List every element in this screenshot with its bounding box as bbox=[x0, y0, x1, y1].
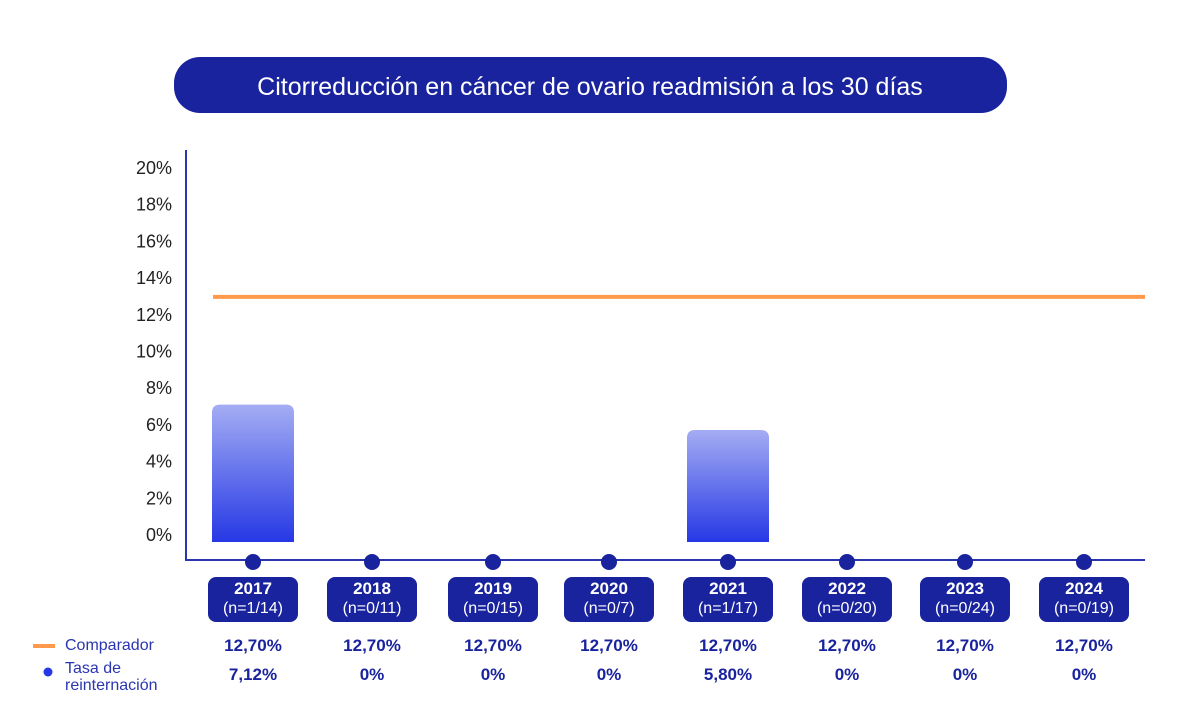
category-year: 2018 bbox=[353, 579, 391, 598]
comparator-value: 12,70% bbox=[343, 636, 401, 655]
rate-value: 0% bbox=[597, 665, 622, 684]
rate-value: 7,12% bbox=[229, 665, 277, 684]
comparator-value: 12,70% bbox=[464, 636, 522, 655]
y-tick-label: 6% bbox=[146, 415, 172, 435]
category-n: (n=1/17) bbox=[698, 600, 758, 617]
category-n: (n=0/11) bbox=[343, 600, 402, 617]
y-tick-label: 20% bbox=[136, 158, 172, 178]
legend-tasa-line1: Tasa de bbox=[65, 660, 121, 677]
rate-value: 0% bbox=[481, 665, 506, 684]
category-pill bbox=[683, 577, 773, 622]
category-n: (n=0/15) bbox=[463, 600, 523, 617]
x-marker-dot bbox=[601, 554, 617, 570]
y-tick-label: 2% bbox=[146, 488, 172, 508]
x-marker-dot bbox=[245, 554, 261, 570]
y-tick-label: 10% bbox=[136, 342, 172, 362]
y-tick-label: 8% bbox=[146, 378, 172, 398]
category-year: 2021 bbox=[709, 579, 747, 598]
category-year: 2023 bbox=[946, 579, 984, 598]
category-n: (n=0/19) bbox=[1054, 600, 1114, 617]
rate-value: 5,80% bbox=[704, 665, 752, 684]
y-tick-label: 0% bbox=[146, 525, 172, 545]
x-marker-dot bbox=[1076, 554, 1092, 570]
rate-value: 0% bbox=[835, 665, 860, 684]
x-marker-dot bbox=[839, 554, 855, 570]
y-tick-label: 16% bbox=[136, 231, 172, 251]
category-year: 2020 bbox=[590, 579, 628, 598]
category-pill bbox=[448, 577, 538, 622]
rate-value: 0% bbox=[953, 665, 978, 684]
comparator-value: 12,70% bbox=[1055, 636, 1113, 655]
x-marker-dot bbox=[720, 554, 736, 570]
category-year: 2022 bbox=[828, 579, 866, 598]
category-pill bbox=[1039, 577, 1129, 622]
comparator-value: 12,70% bbox=[580, 636, 638, 655]
category-year: 2017 bbox=[234, 579, 272, 598]
legend-tasa-line2: reinternación bbox=[65, 677, 158, 694]
category-n: (n=1/14) bbox=[223, 600, 283, 617]
category-year: 2019 bbox=[474, 579, 512, 598]
x-marker-dot bbox=[957, 554, 973, 570]
comparator-value: 12,70% bbox=[224, 636, 282, 655]
title-pill bbox=[174, 57, 1007, 113]
comparator-value: 12,70% bbox=[818, 636, 876, 655]
rate-value: 0% bbox=[360, 665, 385, 684]
category-n: (n=0/20) bbox=[817, 600, 877, 617]
chart-title: Citorreducción en cáncer de ovario readm… bbox=[257, 73, 923, 101]
category-year: 2024 bbox=[1065, 579, 1103, 598]
category-pill bbox=[920, 577, 1010, 622]
rate-value: 0% bbox=[1072, 665, 1097, 684]
category-n: (n=0/24) bbox=[935, 600, 995, 617]
bar-2017 bbox=[212, 404, 294, 542]
x-marker-dot bbox=[485, 554, 501, 570]
category-pill bbox=[327, 577, 417, 622]
category-n: (n=0/7) bbox=[583, 600, 634, 617]
legend-tasa-swatch bbox=[43, 667, 53, 677]
y-tick-label: 12% bbox=[136, 305, 172, 325]
legend-comparador: Comparador bbox=[65, 637, 155, 654]
comparator-value: 12,70% bbox=[699, 636, 757, 655]
category-pill bbox=[564, 577, 654, 622]
y-tick-label: 18% bbox=[136, 195, 172, 215]
y-tick-label: 4% bbox=[146, 452, 172, 472]
category-pill bbox=[208, 577, 298, 622]
x-marker-dot bbox=[364, 554, 380, 570]
comparator-value: 12,70% bbox=[936, 636, 994, 655]
category-pill bbox=[802, 577, 892, 622]
y-tick-label: 14% bbox=[136, 268, 172, 288]
bar-2021 bbox=[687, 430, 769, 542]
